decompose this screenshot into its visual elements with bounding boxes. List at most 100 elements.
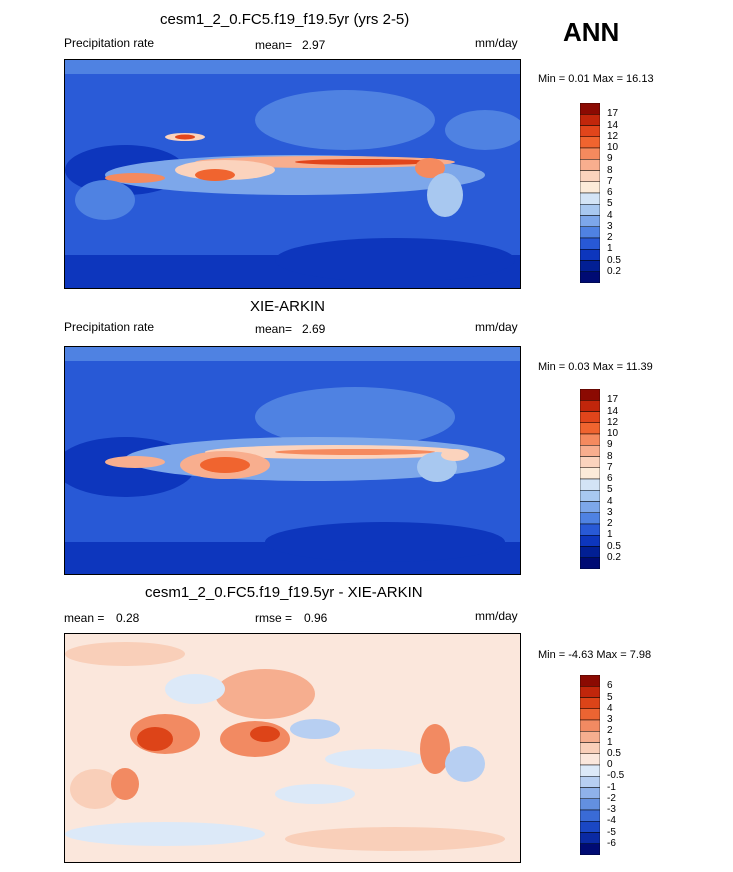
colorbar-tick-label: 0.5 — [607, 747, 621, 759]
panel2-map-field — [65, 347, 520, 574]
colorbar-tick-label: 4 — [607, 209, 613, 221]
colorbar-swatch — [579, 433, 601, 446]
panel3-mean-label: mean = — [64, 611, 105, 625]
colorbar-swatch — [579, 456, 601, 468]
colorbar-tick-label: 8 — [607, 164, 613, 176]
colorbar-tick-label: -1 — [607, 781, 616, 793]
colorbar-swatch — [579, 557, 601, 570]
colorbar-tick-label: 3 — [607, 714, 613, 725]
panel2-colorbar-swatches — [579, 388, 601, 570]
panel3-rmse-label: rmse = — [255, 611, 293, 625]
colorbar-tick-label: 12 — [607, 416, 619, 428]
colorbar-tick-label: 0.2 — [607, 551, 621, 563]
panel1-colorbar-swatches — [579, 102, 601, 284]
colorbar-swatch — [579, 776, 601, 788]
colorbar-swatch — [579, 159, 601, 171]
panel3-colorbar — [579, 674, 601, 856]
colorbar-tick-label: 1 — [607, 243, 613, 255]
colorbar-swatch — [579, 674, 601, 687]
colorbar-swatch — [579, 125, 601, 137]
colorbar-tick-label: 0.5 — [607, 254, 621, 266]
panel1-minmax: Min = 0.01 Max = 16.13 — [538, 73, 654, 85]
panel3-title: cesm1_2_0.FC5.f19_f19.5yr - XIE-ARKIN — [145, 584, 423, 601]
colorbar-swatch — [579, 753, 601, 766]
colorbar-swatch — [579, 467, 601, 480]
colorbar-swatch — [579, 114, 601, 126]
colorbar-tick-label: 5 — [607, 691, 613, 703]
colorbar-tick-label: 14 — [607, 119, 619, 131]
colorbar-swatch — [579, 170, 601, 182]
panel2-mean-label: mean= — [255, 322, 293, 336]
colorbar-tick-label: 10 — [607, 142, 619, 153]
colorbar-swatch — [579, 523, 601, 536]
panel1-map-field — [65, 60, 520, 288]
colorbar-swatch — [579, 422, 601, 435]
colorbar-swatch — [579, 731, 601, 743]
colorbar-swatch — [579, 546, 601, 558]
colorbar-tick-label: 8 — [607, 450, 613, 462]
colorbar-swatch — [579, 204, 601, 216]
colorbar-swatch — [579, 501, 601, 513]
colorbar-tick-label: 17 — [607, 108, 619, 120]
colorbar-tick-label: 4 — [607, 702, 613, 714]
panel1-colorbar — [579, 102, 601, 284]
colorbar-tick-label: -6 — [607, 837, 616, 849]
colorbar-swatch — [579, 388, 601, 401]
colorbar-swatch — [579, 445, 601, 457]
panel2-colorbar — [579, 388, 601, 570]
colorbar-tick-label: -4 — [607, 815, 616, 827]
colorbar-tick-label: 0.2 — [607, 265, 621, 277]
colorbar-tick-label: 0.5 — [607, 540, 621, 552]
colorbar-tick-label: 9 — [607, 153, 613, 165]
colorbar-tick-label: 2 — [607, 725, 613, 737]
colorbar-tick-label: -2 — [607, 792, 616, 804]
panel2-mean-value: 2.69 — [302, 322, 326, 336]
colorbar-swatch — [579, 686, 601, 698]
colorbar-tick-label: 5 — [607, 484, 613, 496]
colorbar-swatch — [579, 787, 601, 799]
colorbar-swatch — [579, 821, 601, 833]
colorbar-swatch — [579, 181, 601, 194]
panel2-variable-label: Precipitation rate — [64, 320, 155, 334]
panel2-title: XIE-ARKIN — [250, 298, 326, 315]
colorbar-tick-label: 1 — [607, 529, 613, 541]
colorbar-swatch — [579, 215, 601, 227]
panel3-minmax: Min = -4.63 Max = 7.98 — [538, 649, 652, 661]
panel3-rmse-value: 0.96 — [304, 611, 328, 625]
colorbar-tick-label: 7 — [607, 461, 613, 473]
colorbar-tick-label: 5 — [607, 198, 613, 210]
panel3-units: mm/day — [475, 609, 518, 623]
panel3-colorbar-swatches — [579, 674, 601, 856]
colorbar-tick-label: 4 — [607, 495, 613, 507]
colorbar-swatch — [579, 535, 601, 547]
colorbar-swatch — [579, 147, 601, 160]
panel2-minmax: Min = 0.03 Max = 11.39 — [538, 361, 653, 373]
season-label: ANN — [563, 17, 620, 47]
colorbar-tick-label: 7 — [607, 175, 613, 187]
colorbar-swatch — [579, 478, 601, 491]
panel2-map — [64, 346, 521, 575]
colorbar-swatch — [579, 271, 601, 284]
panel1-title: cesm1_2_0.FC5.f19_f19.5yr (yrs 2-5) — [160, 11, 410, 28]
colorbar-swatch — [579, 490, 601, 502]
panel1-mean-value: 2.97 — [302, 38, 326, 52]
colorbar-swatch — [579, 798, 601, 811]
colorbar-tick-label: 2 — [607, 518, 613, 529]
panel3-map-field — [65, 634, 520, 862]
colorbar-swatch — [579, 719, 601, 732]
panel3-mean-value: 0.28 — [116, 611, 140, 625]
colorbar-swatch — [579, 249, 601, 261]
colorbar-tick-label: -5 — [607, 826, 616, 838]
colorbar-swatch — [579, 260, 601, 272]
colorbar-tick-label: 9 — [607, 439, 613, 451]
panel2-units: mm/day — [475, 320, 518, 334]
colorbar-tick-label: 1 — [607, 736, 613, 748]
colorbar-swatch — [579, 764, 601, 777]
colorbar-tick-label: 2 — [607, 232, 613, 243]
colorbar-tick-label: 6 — [607, 473, 613, 484]
colorbar-swatch — [579, 832, 601, 844]
colorbar-tick-label: 17 — [607, 394, 619, 406]
colorbar-swatch — [579, 708, 601, 721]
colorbar-swatch — [579, 237, 601, 250]
panel1-variable-label: Precipitation rate — [64, 36, 155, 50]
